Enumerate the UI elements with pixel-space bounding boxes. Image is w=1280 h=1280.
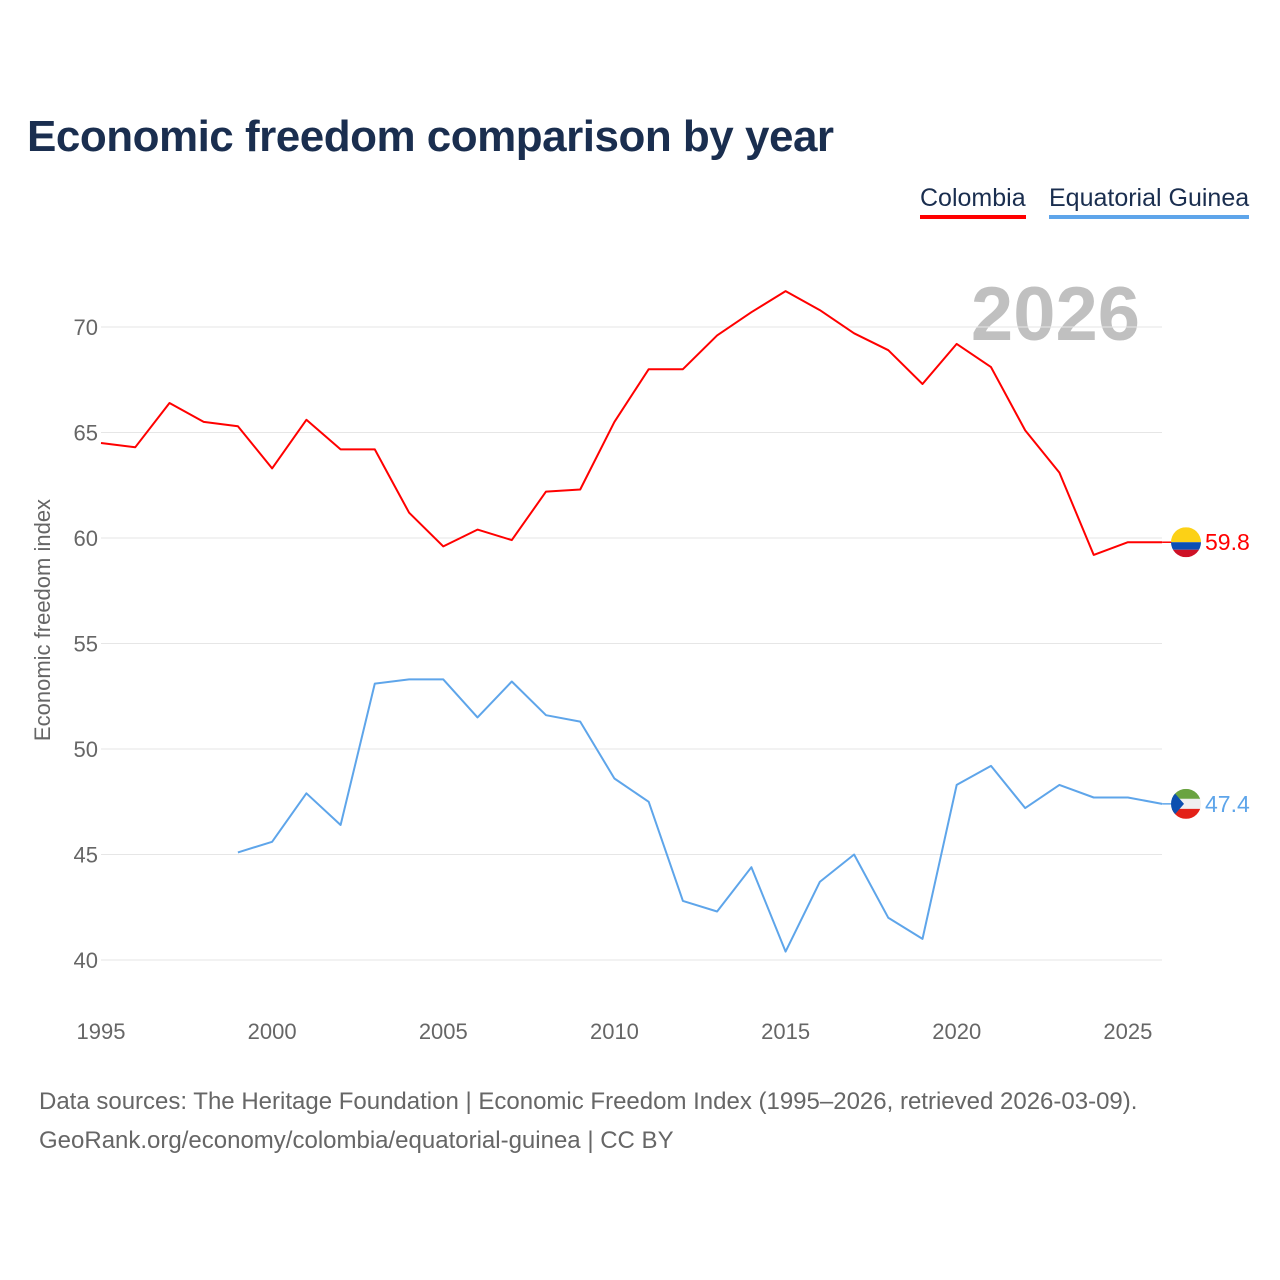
data-point-equatorial-guinea-2022 — [1022, 805, 1028, 811]
data-point-equatorial-guinea-2013 — [714, 908, 720, 914]
x-tick-label-2020: 2020 — [932, 1019, 981, 1044]
data-point-colombia-2007 — [509, 537, 515, 543]
data-point-colombia-1995 — [98, 440, 104, 446]
x-tick-label-1995: 1995 — [77, 1019, 126, 1044]
data-point-colombia-2002 — [338, 446, 344, 452]
data-point-equatorial-guinea-2018 — [885, 915, 891, 921]
footer-sources: Data sources: The Heritage Foundation | … — [39, 1088, 1138, 1115]
data-point-equatorial-guinea-2002 — [338, 822, 344, 828]
data-point-equatorial-guinea-2006 — [475, 714, 481, 720]
data-point-equatorial-guinea-2010 — [611, 776, 617, 782]
data-point-colombia-2015 — [783, 288, 789, 294]
footer-attribution: GeoRank.org/economy/colombia/equatorial-… — [39, 1127, 674, 1154]
series-line-equatorial-guinea — [237, 678, 1163, 953]
flag-colombia-icon — [1171, 527, 1201, 558]
data-point-colombia-1999 — [235, 423, 241, 429]
data-point-equatorial-guinea-2005 — [440, 676, 446, 682]
data-point-colombia-2025 — [1125, 539, 1131, 545]
data-point-equatorial-guinea-2014 — [748, 864, 754, 870]
data-point-equatorial-guinea-2025 — [1125, 795, 1131, 801]
data-point-equatorial-guinea-2009 — [577, 719, 583, 725]
data-point-equatorial-guinea-2000 — [269, 839, 275, 845]
data-point-colombia-2019 — [920, 381, 926, 387]
data-point-equatorial-guinea-2015 — [783, 949, 789, 955]
data-point-colombia-2006 — [475, 527, 481, 533]
data-point-colombia-2000 — [269, 465, 275, 471]
legend-item-equatorial-guinea[interactable]: Equatorial Guinea — [1049, 184, 1250, 219]
y-tick-label-50: 50 — [74, 737, 98, 762]
data-point-colombia-2010 — [611, 419, 617, 425]
data-point-equatorial-guinea-2008 — [543, 712, 549, 718]
y-tick-label-60: 60 — [74, 526, 98, 551]
data-point-colombia-2003 — [372, 446, 378, 452]
data-point-colombia-2001 — [303, 417, 309, 423]
data-point-equatorial-guinea-2019 — [920, 936, 926, 942]
year-watermark: 2026 — [971, 272, 1140, 357]
data-point-equatorial-guinea-2012 — [680, 898, 686, 904]
y-tick-label-40: 40 — [74, 948, 98, 973]
y-tick-label-45: 45 — [74, 843, 98, 868]
series-line-colombia — [100, 290, 1163, 556]
data-point-colombia-2009 — [577, 486, 583, 492]
data-point-equatorial-guinea-2020 — [954, 782, 960, 788]
data-point-colombia-2012 — [680, 366, 686, 372]
legend-item-colombia[interactable]: Colombia — [920, 184, 1026, 219]
y-tick-label-55: 55 — [74, 632, 98, 657]
data-point-equatorial-guinea-2001 — [303, 790, 309, 796]
data-point-colombia-2018 — [885, 347, 891, 353]
data-point-colombia-1996 — [132, 444, 138, 450]
data-point-colombia-2013 — [714, 332, 720, 338]
data-point-colombia-2024 — [1091, 552, 1097, 558]
data-point-equatorial-guinea-2007 — [509, 678, 515, 684]
x-tick-label-2015: 2015 — [761, 1019, 810, 1044]
flag-equatorial-guinea-icon — [1171, 788, 1201, 819]
data-point-colombia-2004 — [406, 510, 412, 516]
data-point-equatorial-guinea-2011 — [646, 799, 652, 805]
data-point-colombia-2023 — [1056, 470, 1062, 476]
data-point-equatorial-guinea-2021 — [988, 763, 994, 769]
data-point-equatorial-guinea-2023 — [1056, 782, 1062, 788]
x-tick-label-2005: 2005 — [419, 1019, 468, 1044]
data-point-equatorial-guinea-2017 — [851, 852, 857, 858]
y-tick-label-65: 65 — [74, 421, 98, 446]
y-tick-label-70: 70 — [74, 315, 98, 340]
x-tick-label-2010: 2010 — [590, 1019, 639, 1044]
data-point-colombia-2005 — [440, 543, 446, 549]
data-point-colombia-2020 — [954, 341, 960, 347]
data-point-colombia-2016 — [817, 307, 823, 313]
data-point-equatorial-guinea-2004 — [406, 676, 412, 682]
end-value-label-equatorial-guinea: 47.4 — [1205, 791, 1250, 817]
data-point-equatorial-guinea-2016 — [817, 879, 823, 885]
data-point-equatorial-guinea-1999 — [235, 849, 241, 855]
data-point-colombia-2021 — [988, 364, 994, 370]
data-point-colombia-1998 — [201, 419, 207, 425]
chart-title: Economic freedom comparison by year — [27, 112, 834, 161]
x-tick-label-2000: 2000 — [248, 1019, 297, 1044]
data-point-equatorial-guinea-2024 — [1091, 795, 1097, 801]
data-point-colombia-2017 — [851, 330, 857, 336]
y-axis-label: Economic freedom index — [30, 499, 55, 741]
data-point-equatorial-guinea-2003 — [372, 681, 378, 687]
data-point-colombia-2022 — [1022, 427, 1028, 433]
x-tick-label-2025: 2025 — [1103, 1019, 1152, 1044]
data-point-colombia-2014 — [748, 309, 754, 315]
data-point-colombia-1997 — [166, 400, 172, 406]
data-point-colombia-2008 — [543, 489, 549, 495]
data-point-colombia-2011 — [646, 366, 652, 372]
end-value-label-colombia: 59.8 — [1205, 529, 1250, 555]
